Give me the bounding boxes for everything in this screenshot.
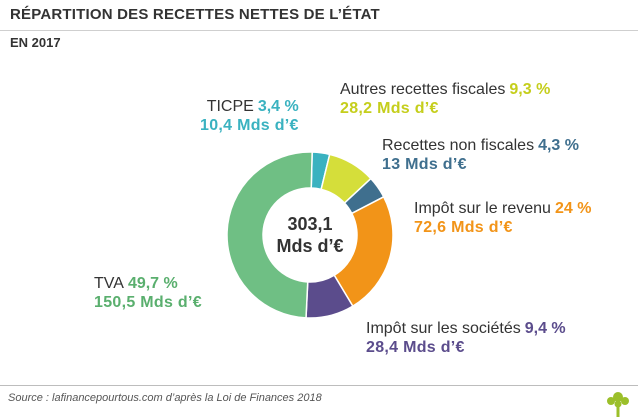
label-tva: TVA 49,7 % 150,5 Mds d’€ <box>94 274 202 312</box>
label-tva-percent: 49,7 % <box>127 275 178 292</box>
label-revenu-percent: 24 % <box>554 200 592 217</box>
label-ticpe-name: TICPE <box>206 98 254 115</box>
label-societes-amount: 28,4 Mds d’€ <box>366 339 465 356</box>
tree-logo-icon <box>607 392 629 417</box>
label-revenu: Impôt sur le revenu 24 % 72,6 Mds d’€ <box>414 199 591 237</box>
label-ticpe-percent: 3,4 % <box>257 98 299 115</box>
footer-divider <box>0 385 638 386</box>
label-non-fiscales-percent: 4,3 % <box>538 137 579 154</box>
label-tva-name: TVA <box>94 275 124 292</box>
label-revenu-amount: 72,6 Mds d’€ <box>414 219 513 236</box>
label-societes-name: Impôt sur les sociétés <box>366 320 521 337</box>
label-societes: Impôt sur les sociétés 9,4 % 28,4 Mds d’€ <box>366 319 566 357</box>
chart-subtitle: EN 2017 <box>10 35 61 50</box>
chart-title: RÉPARTITION DES RECETTES NETTES DE L’ÉTA… <box>10 6 380 23</box>
slice-tva <box>226 151 313 319</box>
title-divider <box>0 30 638 31</box>
label-revenu-name: Impôt sur le revenu <box>414 200 551 217</box>
label-non-fiscales-name: Recettes non fiscales <box>382 137 535 154</box>
source-note: Source : lafinancepourtous.com d’après l… <box>8 392 322 404</box>
label-autres-amount: 28,2 Mds d’€ <box>340 100 439 117</box>
label-ticpe: TICPE 3,4 % 10,4 Mds d’€ <box>200 97 299 135</box>
label-autres-percent: 9,3 % <box>509 81 551 98</box>
donut-chart <box>226 151 394 319</box>
label-non-fiscales-amount: 13 Mds d’€ <box>382 156 467 173</box>
center-total-unit: Mds d’€ <box>276 236 344 256</box>
center-total: 303,1 Mds d’€ <box>263 213 357 257</box>
label-societes-percent: 9,4 % <box>524 320 566 337</box>
label-tva-amount: 150,5 Mds d’€ <box>94 294 202 311</box>
label-ticpe-amount: 10,4 Mds d’€ <box>200 117 299 134</box>
center-total-value: 303,1 <box>287 214 333 234</box>
label-autres-name: Autres recettes fiscales <box>340 81 506 98</box>
label-autres: Autres recettes fiscales 9,3 % 28,2 Mds d… <box>340 80 550 118</box>
donut-slices <box>226 151 394 319</box>
label-non-fiscales: Recettes non fiscales 4,3 % 13 Mds d’€ <box>382 136 579 174</box>
